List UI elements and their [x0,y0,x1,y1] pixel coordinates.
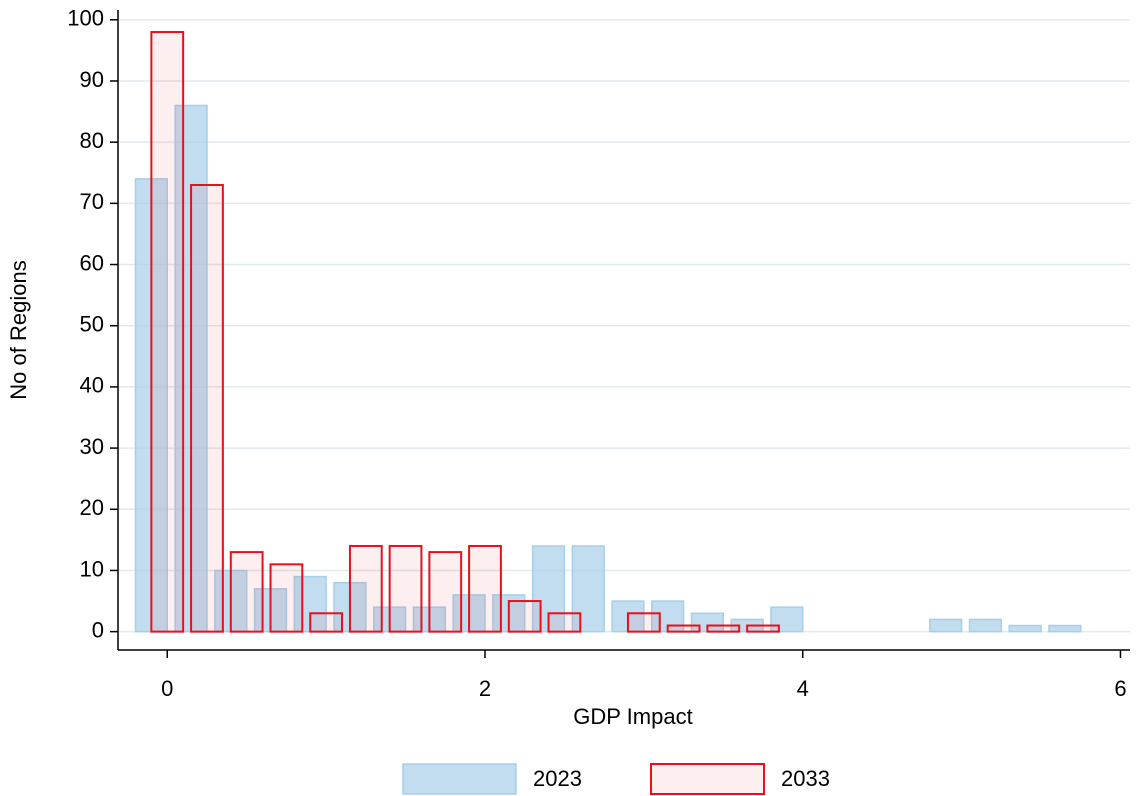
bar [770,606,804,633]
bar [1048,624,1082,633]
y-tick-label: 40 [80,373,104,398]
legend-swatch [650,763,765,795]
y-tick-label: 90 [80,67,104,92]
x-tick-label: 6 [1114,676,1126,701]
bar [968,618,1003,633]
bar [1008,624,1042,633]
bar [428,551,463,633]
bar [626,612,661,633]
y-tick-label: 70 [80,189,104,214]
y-tick-label: 30 [80,434,104,459]
bar [706,624,741,633]
y-axis-label: No of Regions [6,260,31,399]
bar [388,544,423,633]
bar [507,600,542,633]
y-tick-label: 0 [92,617,104,642]
y-tick-label: 80 [80,128,104,153]
bar [929,618,963,633]
x-tick-label: 0 [161,676,173,701]
bar [229,551,264,633]
x-tick-label: 2 [479,676,491,701]
legend-label: 2023 [533,766,582,791]
bar [571,545,605,633]
bar [666,624,701,633]
y-tick-label: 10 [80,556,104,581]
x-tick-label: 4 [797,676,809,701]
bar [309,612,344,633]
bar [746,624,780,633]
y-tick-label: 50 [80,312,104,337]
bar [547,612,582,633]
y-tick-label: 100 [67,6,104,31]
bar [190,183,224,633]
x-axis-label: GDP Impact [573,704,692,729]
bar [269,563,304,633]
bar [348,544,383,633]
bar [150,31,185,633]
legend-swatch [402,763,517,795]
legend-label: 2033 [781,766,830,791]
bar [468,544,502,633]
y-tick-label: 60 [80,250,104,275]
y-tick-label: 20 [80,495,104,520]
